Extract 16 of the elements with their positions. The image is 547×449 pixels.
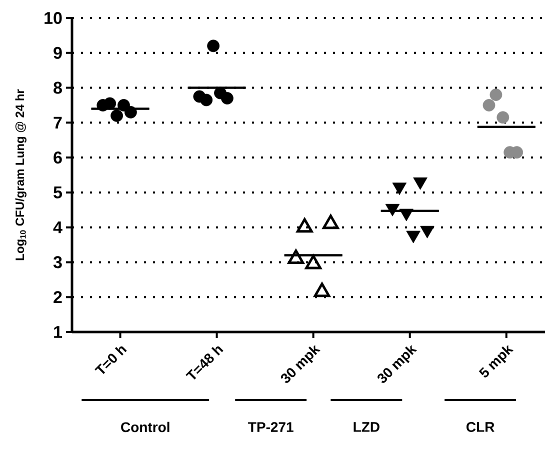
y-tick-label: 5 (54, 186, 62, 198)
x-tick-label: T=0 h (94, 346, 127, 374)
y-tick-label: 2 (54, 291, 62, 304)
y-tick-label: 1 (54, 326, 62, 338)
y-tick-label: 6 (54, 152, 62, 164)
y-tick-label: 9 (54, 46, 62, 59)
y-tick-label: 4 (53, 221, 62, 234)
text: Control (121, 422, 170, 432)
text: CLR (466, 422, 494, 432)
y-tick-label: 10 (44, 12, 62, 24)
y-tick-label: 7 (54, 116, 62, 129)
text: TP-271 (248, 422, 294, 432)
y-axis-title: Log$_{10}$ CFU/gram Lung @ 24 hr (15, 89, 26, 260)
y-tick-label: 8 (54, 82, 62, 94)
text: LZD (354, 422, 380, 432)
y-tick-label: 3 (53, 256, 62, 268)
